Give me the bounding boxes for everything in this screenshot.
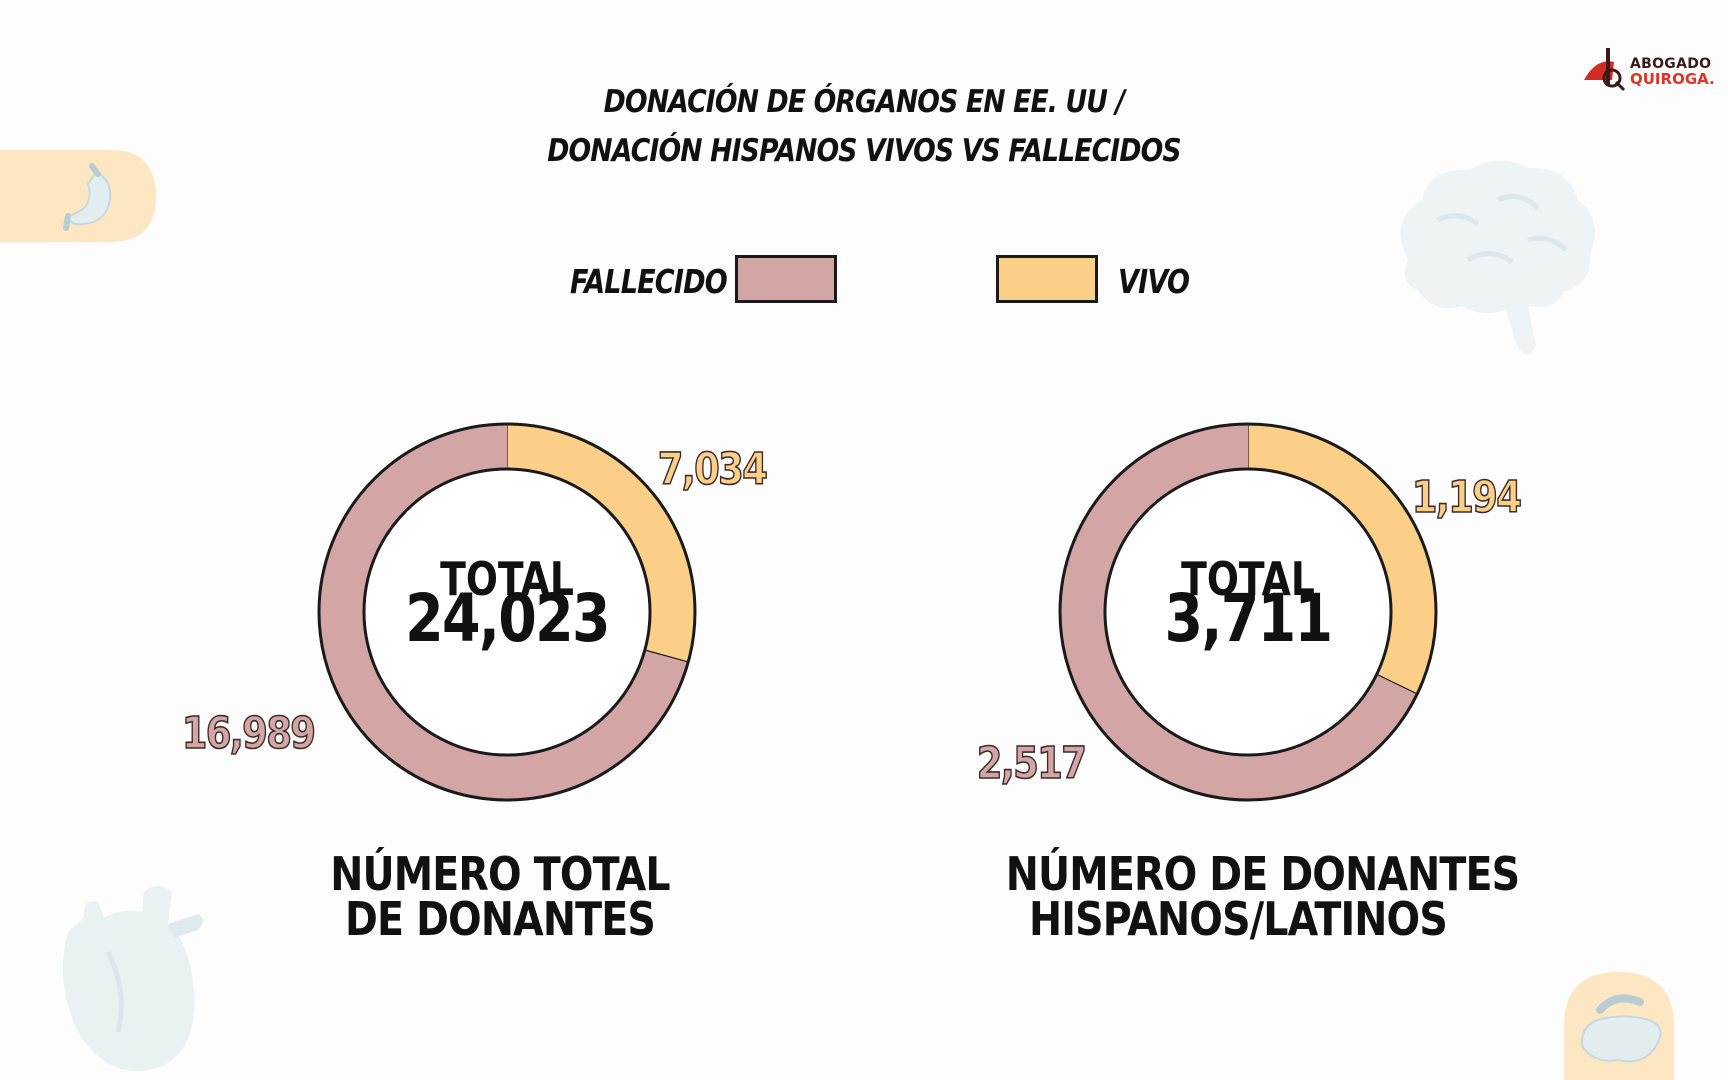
title-line-2: DONACIÓN HISPANOS VIVOS VS FALLECIDOS	[547, 133, 1181, 169]
slice-label-fallecido: 16,989	[182, 707, 315, 759]
stomach-decoration	[0, 150, 156, 242]
slice-divider	[644, 649, 689, 663]
logo-text-line-1: ABOGADO	[1630, 56, 1712, 72]
legend-swatch-vivo	[996, 255, 1098, 303]
chart-title-hispanic: NÚMERO DE DONANTES HISPANOS/LATINOS	[1005, 847, 1520, 946]
brain-icon	[1400, 160, 1595, 355]
chart-title-total-line-2: DE DONANTES	[345, 892, 656, 946]
donut-center-label: TOTAL	[1181, 552, 1315, 606]
title-line-1: DONACIÓN DE ÓRGANOS EN EE. UU /	[603, 84, 1126, 120]
chart-title-total: NÚMERO TOTAL DE DONANTES	[328, 847, 672, 946]
chart-title-hispanic-line-1: NÚMERO DE DONANTES	[1005, 847, 1520, 901]
pancreas-decoration	[1564, 972, 1674, 1080]
slice-label-vivo: 1,194	[1412, 471, 1521, 523]
donut-slice-vivo	[506, 424, 695, 662]
logo: ABOGADO QUIROGA.	[1580, 42, 1720, 92]
donut-center-value: 24,023	[405, 580, 609, 657]
stomach-icon	[63, 163, 112, 231]
logo-text-line-2: QUIROGA.	[1630, 70, 1715, 88]
donut-center-label: TOTAL	[440, 552, 574, 606]
stomach-blob	[0, 150, 156, 242]
chart-title-hispanic-line-2: HISPANOS/LATINOS	[1029, 892, 1448, 946]
logo-icon	[1584, 48, 1626, 92]
pancreas-icon	[1580, 994, 1662, 1063]
donut-outer-ring	[317, 422, 697, 802]
donut-outer-ring	[1058, 422, 1438, 802]
donut-center-value: 3,711	[1165, 580, 1332, 657]
donut-inner-ring	[1103, 467, 1393, 757]
donut-slice-fallecido	[319, 424, 689, 800]
donut-slice-vivo	[1247, 424, 1436, 694]
page-title: DONACIÓN DE ÓRGANOS EN EE. UU / DONACIÓN…	[121, 78, 1607, 176]
heart-icon	[62, 886, 203, 1072]
legend-swatch-fallecido	[735, 255, 837, 303]
slice-label-vivo: 7,034	[658, 443, 767, 495]
chart-title-total-line-1: NÚMERO TOTAL	[330, 847, 670, 901]
legend-label-vivo: VIVO	[1118, 262, 1190, 301]
slice-label-fallecido: 2,517	[977, 737, 1085, 789]
legend-label-fallecido: FALLECIDO	[570, 262, 728, 301]
slice-divider	[1376, 673, 1418, 695]
donut-inner-ring	[362, 467, 652, 757]
donut-slice-fallecido	[1060, 424, 1418, 800]
